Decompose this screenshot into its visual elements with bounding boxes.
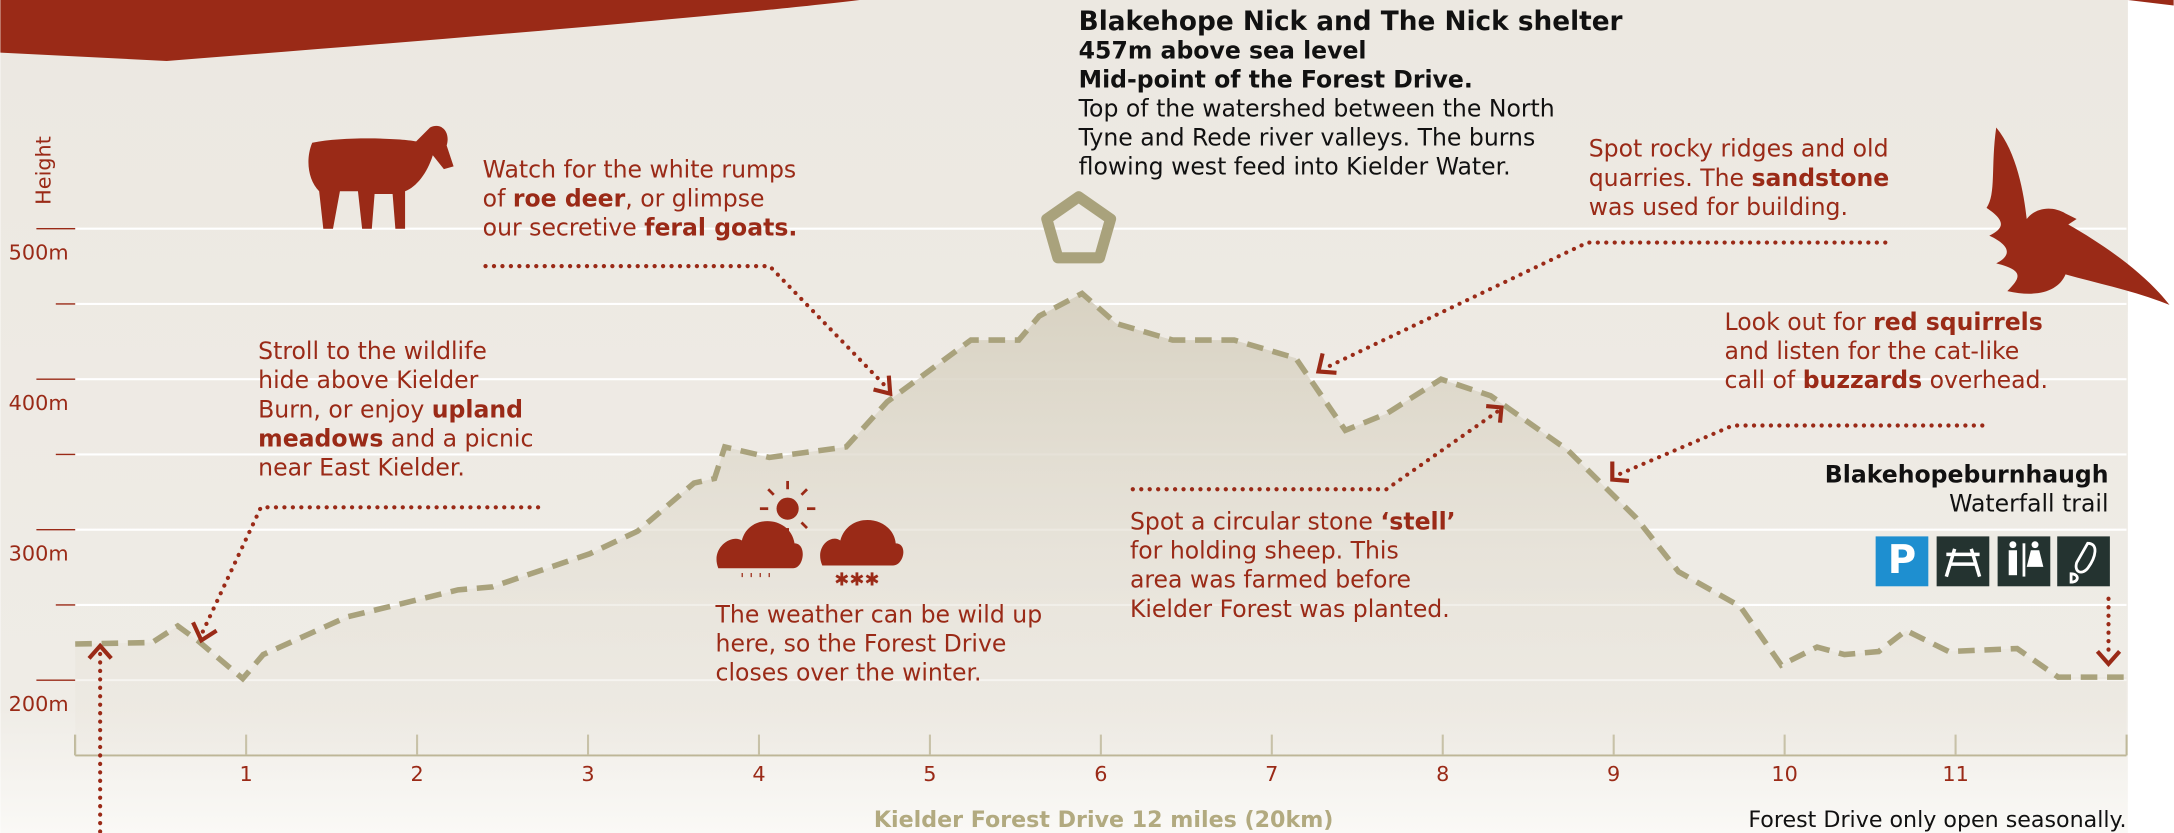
annotation-text: call of: [1725, 366, 1803, 394]
annotation-text: and a picnic: [383, 424, 533, 452]
x-tick-label: 10: [1771, 762, 1797, 786]
margin: [2128, 312, 2174, 833]
annotation-line: flowing west feed into Kielder Water.: [1079, 152, 1511, 180]
annotation-text: flowing west feed into Kielder Water.: [1079, 152, 1511, 180]
annotation-text: area was farmed before: [1130, 565, 1411, 593]
annotation-text: Waterfall trail: [1949, 489, 2108, 517]
annotation-text: Stroll to the wildlife: [258, 337, 487, 365]
annotation-line: hide above Kielder: [258, 366, 479, 394]
x-tick-label: 11: [1942, 762, 1968, 786]
annotation-line: near East Kielder.: [258, 453, 465, 481]
y-tick-label: 200m: [9, 692, 69, 716]
annotation-text: Top of the watershed between the North: [1078, 94, 1555, 122]
y-tick-label: 300m: [9, 542, 69, 566]
x-tick-label: 4: [752, 762, 765, 786]
annotation-text: was used for building.: [1589, 192, 1848, 220]
annotation-line: call of buzzards overhead.: [1725, 366, 2048, 394]
annotation-text: Spot a circular stone: [1130, 507, 1380, 535]
annotation-line: our secretive feral goats.: [483, 213, 798, 241]
annotation-text: hide above Kielder: [258, 366, 479, 394]
annotation-line: Spot a circular stone ‘stell’: [1130, 507, 1456, 535]
annotation-text: our secretive: [483, 213, 645, 241]
annotation-line: and listen for the cat-like: [1725, 337, 2020, 365]
annotation-text: red squirrels: [1873, 307, 2043, 335]
x-tick-label: 6: [1094, 762, 1107, 786]
annotation-text: of: [483, 184, 513, 212]
annotation-line: meadows and a picnic: [258, 424, 533, 452]
annotation-line: Top of the watershed between the North: [1078, 94, 1555, 122]
annotation-line: here, so the Forest Drive: [716, 629, 1007, 657]
annotation-line: closes over the winter.: [716, 658, 982, 686]
annotation-text: for holding sheep. This: [1130, 536, 1399, 564]
y-tick-label: 500m: [9, 241, 69, 265]
annotation-line: of roe deer, or glimpse: [483, 184, 765, 212]
annotation-text: 457m above sea level: [1079, 36, 1367, 64]
annotation-text: meadows: [258, 424, 383, 452]
annotation-text: overhead.: [1922, 366, 2048, 394]
annotation-text: feral goats.: [644, 213, 797, 241]
parking-icon: P: [1888, 538, 1916, 583]
x-tick-label: 9: [1607, 762, 1620, 786]
annotation-line: Blakehope Nick and The Nick shelter: [1079, 7, 1623, 37]
x-tick-label: 2: [410, 762, 423, 786]
annotation-text: Mid-point of the Forest Drive.: [1079, 65, 1473, 93]
annotation-text: Spot rocky ridges and old: [1589, 134, 1889, 162]
annotation-text: Watch for the white rumps: [483, 155, 796, 183]
annotation-line: 457m above sea level: [1079, 36, 1367, 64]
svg-text:✱✱✱: ✱✱✱: [834, 570, 879, 591]
annotation-line: quarries. The sandstone: [1589, 163, 1890, 191]
annotation-text: Burn, or enjoy: [258, 395, 432, 423]
annotation-text: Kielder Forest was planted.: [1130, 594, 1450, 622]
annotation-line: Spot rocky ridges and old: [1589, 134, 1889, 162]
y-axis-label: Height: [32, 136, 56, 205]
x-tick-label: 8: [1436, 762, 1449, 786]
annotation-text: , or glimpse: [625, 184, 764, 212]
x-tick-label: 3: [581, 762, 594, 786]
annotation-line: Tyne and Rede river valleys. The burns: [1078, 123, 1536, 151]
annotation-line: for holding sheep. This: [1130, 536, 1399, 564]
annotation-line: Waterfall trail: [1949, 489, 2108, 517]
annotation-line: The weather can be wild up: [715, 600, 1043, 628]
annotation-text: upland: [432, 395, 523, 423]
annotation-line: Mid-point of the Forest Drive.: [1079, 65, 1473, 93]
annotation-text: Look out for: [1725, 307, 1874, 335]
annotation-text: Blakehope Nick and The Nick shelter: [1079, 7, 1623, 37]
annotation-line: area was farmed before: [1130, 565, 1411, 593]
annotation-line: Kielder Forest was planted.: [1130, 594, 1450, 622]
annotation-text: Blakehopeburnhaugh: [1825, 460, 2109, 488]
annotation-text: quarries. The: [1589, 163, 1752, 191]
x-axis-title: Kielder Forest Drive 12 miles (20km): [874, 807, 1334, 833]
annotation-text: near East Kielder.: [258, 453, 465, 481]
annotation-text: closes over the winter.: [716, 658, 982, 686]
annotation-line: Stroll to the wildlife: [258, 337, 487, 365]
annotation-line: Look out for red squirrels: [1725, 307, 2043, 335]
annotation-line: Blakehopeburnhaugh: [1825, 460, 2109, 488]
svg-text:' ' ' ': ' ' ' ': [740, 570, 771, 588]
annotation-text: here, so the Forest Drive: [716, 629, 1007, 657]
annotation-text: Tyne and Rede river valleys. The burns: [1078, 123, 1536, 151]
footnote: Forest Drive only open seasonally.: [1748, 807, 2126, 833]
annotation-line: Burn, or enjoy upland: [258, 395, 523, 423]
banner-swoosh: [2128, 0, 2174, 6]
annotation-text: The weather can be wild up: [715, 600, 1043, 628]
annotation-text: roe deer: [513, 184, 626, 212]
annotation-text: ‘stell’: [1380, 507, 1455, 535]
x-tick-label: 1: [240, 762, 253, 786]
y-tick-label: 400m: [9, 391, 69, 415]
annotation-text: and listen for the cat-like: [1725, 337, 2020, 365]
annotation-line: was used for building.: [1589, 192, 1848, 220]
x-tick-label: 7: [1265, 762, 1278, 786]
annotation-line: Watch for the white rumps: [483, 155, 796, 183]
chart: 200m 300m 400m 500m 1 2 3 4 5 6 7 8 9 10 11 Height Kie…: [0, 0, 2174, 833]
x-tick-label: 5: [923, 762, 936, 786]
annotation-text: sandstone: [1752, 163, 1890, 191]
annotation-text: buzzards: [1803, 366, 1922, 394]
